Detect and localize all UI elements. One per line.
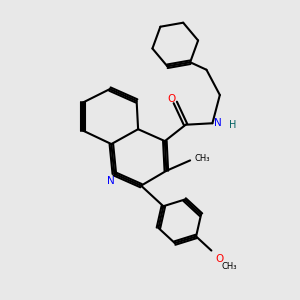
Text: O: O [215,254,223,264]
Text: O: O [168,94,176,104]
Text: H: H [229,120,236,130]
Text: N: N [214,118,222,128]
Text: N: N [107,176,115,186]
Text: CH₃: CH₃ [195,154,210,164]
Text: CH₃: CH₃ [221,262,237,271]
